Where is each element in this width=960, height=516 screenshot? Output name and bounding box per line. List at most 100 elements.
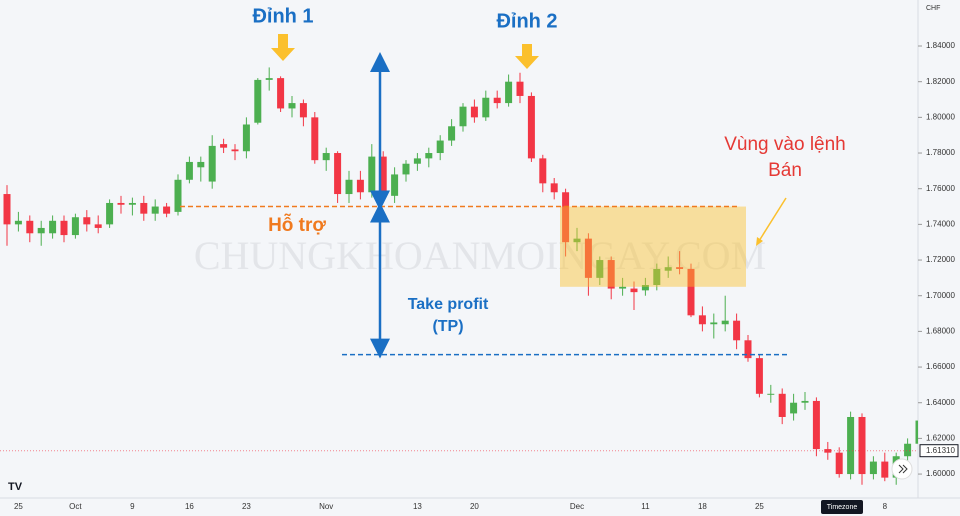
candle-body [356,179,364,193]
candle-body [425,153,433,159]
candle-body [391,174,399,196]
y-tick-label: 1.68000 [926,326,955,335]
y-tick-label: 1.74000 [926,219,955,228]
currency-label: CHF [926,5,940,12]
peak1-arrow [271,34,295,61]
candle-body [185,161,193,180]
candle-body [539,158,547,184]
candle-body [824,449,832,453]
candle-body [140,202,148,214]
candle-body [482,97,490,118]
candle-body [94,224,102,228]
candle-body [755,358,763,394]
candle-body [60,220,68,236]
last-price-box [919,444,959,458]
candle-body [847,416,855,475]
support-label: Hỗ trợ [268,214,326,236]
x-tick-label: 23 [242,502,251,511]
x-tick-label: 25 [755,502,764,511]
candle-body [322,153,330,161]
x-tick-label: Dec [570,502,584,511]
peak1-label: Đỉnh 1 [252,5,313,27]
candle-body [174,179,182,212]
x-tick-label: 11 [641,502,650,511]
scroll-button[interactable] [891,458,913,480]
y-tick-label: 1.72000 [926,255,955,264]
candle-body [698,315,706,325]
candle-body [448,126,456,141]
x-tick-label: 20 [470,502,479,511]
candle-body [835,452,843,475]
candle-body [242,124,250,152]
y-tick-label: 1.70000 [926,291,955,300]
candle-body [869,461,877,475]
x-tick-label: 8 [883,502,888,511]
y-tick-label: 1.60000 [926,469,955,478]
candle-body [721,320,729,325]
candle-body [596,260,604,278]
candle-body [37,227,45,234]
candle-body [550,183,558,193]
candle-body [744,340,752,359]
candle-body [277,78,285,109]
candle-body [664,267,672,271]
candle-body [767,393,775,395]
y-tick-label: 1.84000 [926,41,955,50]
candle-body [630,288,638,293]
candle-body [527,95,535,159]
candle-body [436,140,444,154]
logo: TV [8,481,23,493]
x-tick-label: 25 [14,502,23,511]
y-tick-label: 1.82000 [926,77,955,86]
zone-label: Vùng vào lệnh [724,134,846,155]
candle-body [516,81,524,96]
zone-pointer-head [756,237,763,246]
candle-body [676,267,684,269]
candle-body [915,420,918,444]
candle-body [710,322,718,325]
candle-body [208,145,216,182]
candle-body [151,206,159,214]
candle-body [505,81,513,104]
candle-body [584,238,592,278]
y-tick-label: 1.62000 [926,434,955,443]
x-tick-label: 18 [698,502,707,511]
candle-body [288,103,296,109]
peak2-arrow [515,44,539,69]
candle-body [368,156,376,193]
candle-body [254,79,262,123]
candle-body [220,144,228,148]
candle-body [858,416,866,475]
y-tick-label: 1.64000 [926,398,955,407]
tp-label: Take profit [408,296,489,313]
candle-body [801,400,809,403]
timezone-label[interactable]: Timezone [827,504,858,511]
candle-body [106,202,114,225]
zone-label: Bán [768,160,802,181]
entry-zone [560,206,746,287]
peak2-label: Đỉnh 2 [496,10,557,32]
x-tick-label: 16 [185,502,194,511]
candle-body [163,206,171,214]
candle-body [413,158,421,164]
candle-body [904,443,912,457]
x-tick-label: 9 [130,502,135,511]
candle-body [49,220,57,234]
candle-body [493,97,501,104]
candle-body [812,400,820,450]
last-price-label: 1.61310 [926,446,955,455]
y-tick-label: 1.78000 [926,148,955,157]
candle-body [299,103,307,118]
y-tick-label: 1.66000 [926,362,955,371]
timezone-button[interactable] [821,500,863,514]
y-tick-label: 1.76000 [926,184,955,193]
candle-body [687,268,695,316]
x-tick-label: 13 [413,502,422,511]
candle-body [311,117,319,161]
candle-body [790,402,798,414]
candle-body [653,268,661,286]
candle-body [641,285,649,291]
candle-body [71,217,79,236]
